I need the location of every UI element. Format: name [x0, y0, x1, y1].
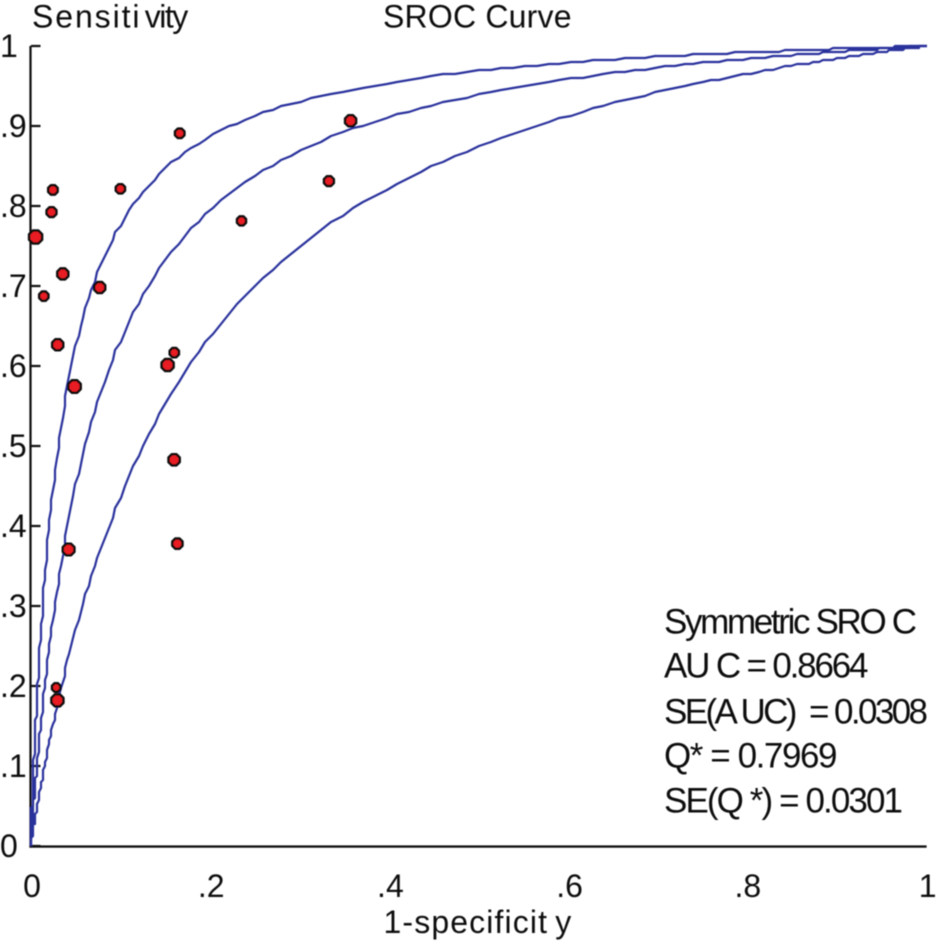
- svg-text:.4: .4: [377, 868, 404, 904]
- svg-text:.8: .8: [0, 188, 27, 224]
- svg-text:.7: .7: [0, 268, 27, 304]
- svg-text:.9: .9: [0, 108, 27, 144]
- svg-text:.4: .4: [0, 508, 27, 544]
- svg-text:SE(Q *) = 0.0301: SE(Q *) = 0.0301: [664, 782, 903, 821]
- svg-text:1: 1: [919, 868, 937, 904]
- svg-text:.6: .6: [0, 348, 27, 384]
- svg-text:1: 1: [0, 28, 18, 64]
- svg-text:SE(A UC) = 0.0308: SE(A UC) = 0.0308: [664, 692, 928, 731]
- svg-text:.8: .8: [734, 868, 761, 904]
- svg-text:AU C = 0.8664: AU C = 0.8664: [664, 647, 869, 686]
- svg-text:vity: vity: [145, 0, 189, 35]
- svg-text:.5: .5: [0, 428, 27, 464]
- svg-text:y: y: [555, 904, 571, 940]
- svg-text:1-specificit: 1-specificit: [384, 904, 548, 940]
- svg-text:0: 0: [23, 868, 41, 904]
- svg-text:.6: .6: [556, 868, 583, 904]
- svg-text:Q* = 0.7969: Q* = 0.7969: [664, 737, 838, 776]
- svg-text:.3: .3: [0, 588, 27, 624]
- svg-text:Sensiti: Sensiti: [32, 0, 140, 35]
- svg-text:.1: .1: [0, 748, 27, 784]
- svg-text:0: 0: [0, 828, 18, 864]
- svg-text:SROC Curve: SROC Curve: [383, 0, 572, 34]
- svg-text:.2: .2: [198, 868, 225, 904]
- svg-text:.2: .2: [0, 668, 27, 704]
- svg-text:Symmetric SRO C: Symmetric SRO C: [664, 603, 917, 642]
